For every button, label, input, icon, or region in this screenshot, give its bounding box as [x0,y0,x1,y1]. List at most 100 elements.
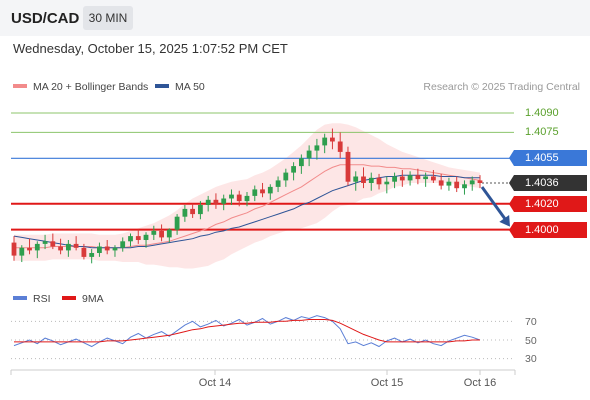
support-price-label: 1.4020 [509,195,587,212]
candle [198,201,203,220]
candle [81,243,87,260]
candle [11,236,17,261]
candle-body [213,199,219,204]
candle [260,182,265,198]
candle [283,168,289,187]
candle-body [376,177,382,185]
candle [477,175,483,189]
current-price-label: 1.4036 [509,174,587,191]
projection-arrow [480,186,510,227]
ma20-line [14,164,481,249]
candle [299,154,304,174]
candle [469,176,475,191]
candle-body [330,137,335,142]
x-tick-label: Oct 16 [464,377,496,389]
resistance-price-label: 1.4090 [525,106,559,119]
rsi-level-30: 30 [525,353,537,365]
candle [174,214,180,235]
candle-body [112,247,118,251]
candle-body [104,246,110,251]
candle [159,224,164,242]
candle-body [236,194,242,202]
candle-body [314,145,320,151]
candle-body [283,172,289,181]
resistance-price-label: 1.4075 [525,126,559,139]
candle [42,234,48,250]
candle [120,237,126,252]
candle-body [392,176,397,182]
candle [462,180,467,195]
x-tick-label: Oct 14 [199,377,231,389]
candle [213,193,219,209]
ma20-legend-swatch [13,84,27,88]
projection-arrow-shaft [480,186,509,223]
candle [112,245,118,257]
rsi-plot: RSI 9MA 70 50 30 [11,293,537,365]
x-tick-label: Oct 15 [371,377,403,389]
candle [19,245,25,263]
legend: MA 20 + Bollinger Bands MA 50 Research ©… [13,81,580,93]
candle-body [438,180,444,186]
rsi-ma-line [14,319,480,343]
candle-body [50,241,56,247]
candle-body [159,230,164,238]
candle [97,242,102,257]
candle-body [81,247,87,257]
candle-body [190,208,195,215]
candle-body [166,229,172,238]
candle-body [322,137,328,146]
candle [229,189,234,205]
candle [135,229,141,244]
candle [314,138,320,160]
header-bar: USD/CAD 30 MIN [0,0,590,36]
instrument-title: USD/CAD [11,10,80,27]
pivot-price-label: 1.4055 [509,150,587,167]
candle-body [89,253,95,257]
candle-body [128,236,133,242]
candle [143,232,149,248]
candle [446,177,452,191]
candle [392,172,397,189]
ma50-legend-label: MA 50 [175,81,205,93]
candle [275,176,281,193]
candle-body [182,208,188,217]
candle [166,228,172,243]
copyright-text: Research © 2025 Trading Central [423,81,580,93]
rsi-legend-swatch [13,296,27,300]
candle-body [205,199,211,205]
candle-body [462,184,467,189]
candle-body [229,194,234,199]
candle [252,185,258,202]
candle-body [221,198,227,204]
candle-body [353,176,359,182]
candle [407,171,413,186]
rsi-legend-label: RSI [33,293,51,305]
candle-body [423,176,428,180]
candle [236,190,242,207]
candle [438,173,444,190]
candle [66,240,71,257]
candle-body [469,180,475,185]
candle [361,167,366,189]
price-plot [11,112,514,269]
candle [89,249,95,264]
candle [423,172,428,187]
candle [104,240,110,255]
candle [128,233,133,247]
candle-body [34,243,40,251]
candle-body [143,234,149,240]
candle [330,128,335,150]
candle-body [97,246,102,253]
candle-body [135,236,141,240]
candle-body [73,243,79,248]
candle-body [260,189,265,194]
candle-body [384,181,390,185]
candle-body [198,205,203,215]
rsi-level-50: 50 [525,335,537,347]
candle [306,145,312,167]
candle-body [19,247,25,256]
rsi-ma-legend-label: 9MA [82,293,104,305]
timeframe-badge[interactable]: 30 MIN [83,6,133,30]
